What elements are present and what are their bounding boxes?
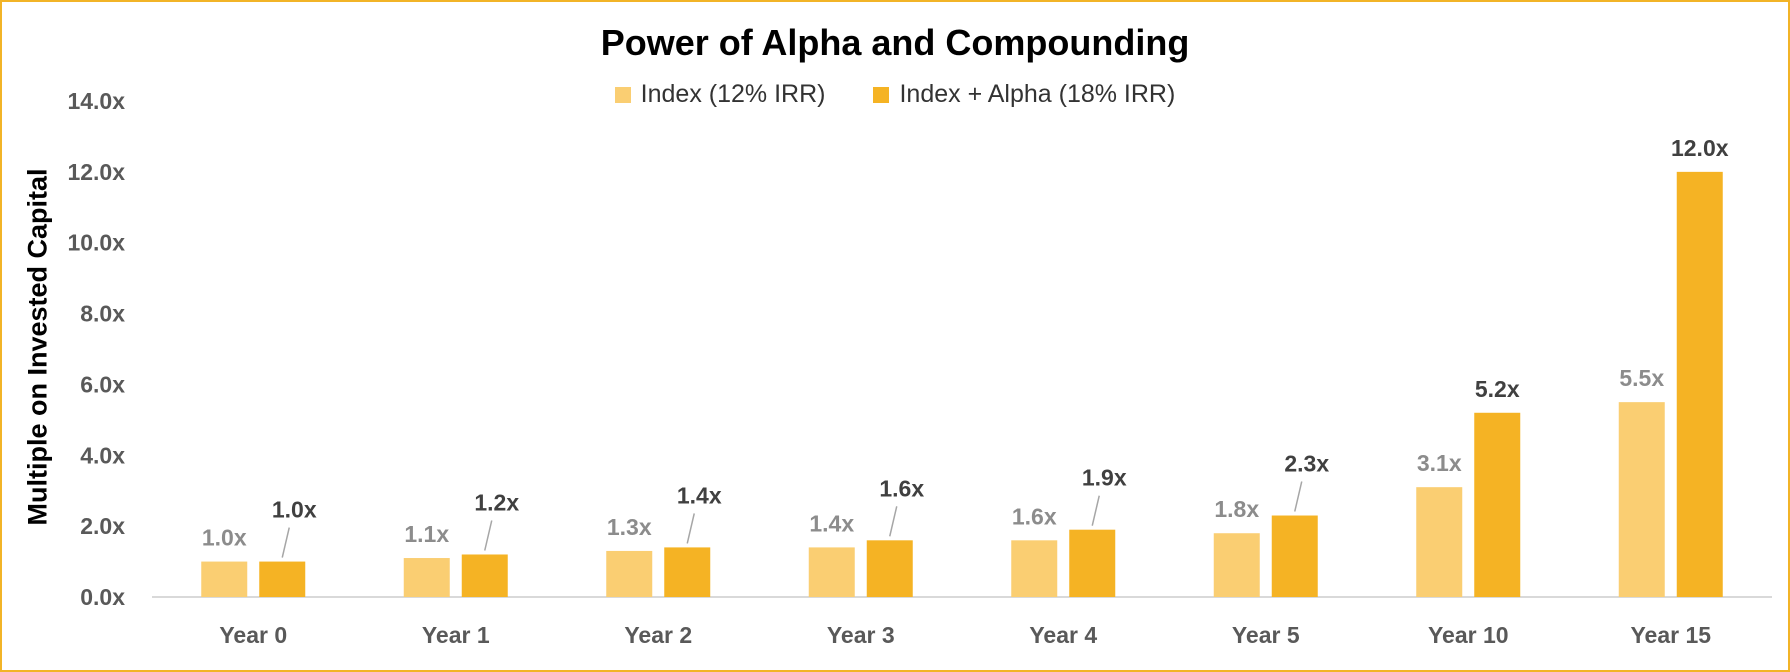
y-tick-label: 4.0x — [80, 442, 125, 468]
x-tick-label: Year 10 — [1428, 622, 1509, 648]
data-label-leader — [281, 527, 290, 558]
data-label-index: 1.0x — [202, 525, 247, 551]
x-tick-label: Year 2 — [624, 622, 692, 648]
x-tick-label: Year 1 — [422, 622, 490, 648]
legend-item-index-alpha: Index + Alpha (18% IRR) — [873, 80, 1175, 109]
data-label-index-alpha: 1.9x — [1082, 465, 1127, 491]
data-label-index: 1.6x — [1012, 503, 1057, 529]
legend-label-index: Index (12% IRR) — [640, 80, 826, 108]
data-label-index-alpha: 5.2x — [1475, 376, 1520, 402]
x-tick-label: Year 3 — [827, 622, 895, 648]
bar-index — [403, 558, 450, 597]
data-label-leader — [686, 513, 695, 544]
data-label-index-alpha: 1.2x — [474, 489, 519, 515]
bar-index-alpha — [866, 540, 913, 597]
data-label-index-alpha: 2.3x — [1284, 451, 1329, 477]
data-label-index-alpha: 12.0x — [1671, 135, 1729, 161]
bar-index — [1011, 540, 1058, 597]
data-label-index-alpha: 1.4x — [677, 482, 722, 508]
data-label-index: 5.5x — [1619, 365, 1664, 391]
data-label-index: 1.8x — [1214, 496, 1259, 522]
data-label-leader — [1294, 481, 1303, 512]
legend-item-index: Index (12% IRR) — [614, 80, 826, 109]
y-tick-label: 14.0x — [67, 88, 125, 114]
bar-index — [1416, 487, 1463, 597]
data-label-index: 1.4x — [809, 510, 854, 536]
legend-swatch-index — [614, 86, 631, 103]
bar-index-alpha — [1676, 171, 1723, 597]
y-tick-label: 8.0x — [80, 301, 125, 327]
legend-swatch-index-alpha — [873, 86, 890, 103]
bar-index-alpha — [1271, 515, 1318, 597]
bar-index — [201, 561, 248, 597]
bar-index-alpha — [664, 547, 711, 597]
y-tick-label: 10.0x — [67, 230, 125, 256]
data-label-index-alpha: 1.6x — [879, 475, 924, 501]
bar-index-alpha — [259, 561, 306, 597]
bar-index-alpha — [1069, 529, 1116, 597]
data-label-index: 3.1x — [1417, 450, 1462, 476]
bar-index — [606, 550, 653, 597]
bar-index — [808, 547, 855, 597]
data-label-leader — [1091, 495, 1100, 526]
y-tick-label: 0.0x — [80, 584, 125, 610]
bar-index — [1213, 533, 1260, 597]
chart-title: Power of Alpha and Compounding — [600, 22, 1190, 63]
data-label-index: 1.1x — [404, 521, 449, 547]
data-label-index: 1.3x — [607, 514, 652, 540]
data-label-leader — [484, 520, 493, 551]
x-tick-label: Year 4 — [1029, 622, 1097, 648]
data-label-leader — [889, 506, 898, 537]
data-label-index-alpha: 1.0x — [272, 497, 317, 523]
bar-index — [1618, 402, 1665, 597]
x-tick-label: Year 0 — [219, 622, 287, 648]
x-tick-label: Year 5 — [1232, 622, 1300, 648]
chart-legend: Index (12% IRR) Index + Alpha (18% IRR) — [2, 80, 1788, 109]
x-tick-label: Year 15 — [1630, 622, 1711, 648]
y-tick-label: 12.0x — [67, 159, 125, 185]
bar-index-alpha — [1474, 412, 1521, 597]
y-tick-label: 6.0x — [80, 371, 125, 397]
bar-index-alpha — [461, 554, 508, 597]
legend-label-index-alpha: Index + Alpha (18% IRR) — [899, 80, 1176, 108]
y-tick-label: 2.0x — [80, 513, 125, 539]
